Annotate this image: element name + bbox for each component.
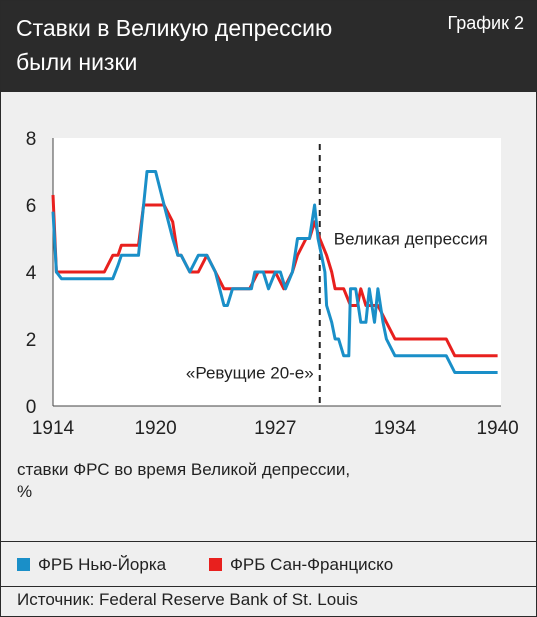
x-tick-label: 1940 bbox=[476, 418, 518, 439]
chart-number: График 2 bbox=[447, 13, 524, 33]
source-note: Источник: Federal Reserve Bank of St. Lo… bbox=[17, 590, 358, 609]
chart-title-line-1: Ставки в Великую депрессию bbox=[16, 15, 333, 41]
legend-label-sf: ФРБ Сан-Франциско bbox=[230, 555, 394, 574]
series-line-ny bbox=[51, 170, 498, 374]
x-tick-label: 1934 bbox=[374, 418, 417, 439]
x-tick-label: 1914 bbox=[32, 418, 75, 439]
y-tick-label: 8 bbox=[26, 129, 37, 150]
caption-line-2: % bbox=[17, 482, 33, 501]
y-axis-caption: ставки ФРС во время Великой депрессии, % bbox=[17, 459, 437, 503]
y-tick-label: 6 bbox=[26, 196, 37, 217]
chart-title: Ставки в Великую депрессию были низки bbox=[16, 11, 436, 79]
legend-label-ny: ФРБ Нью-Йорка bbox=[38, 555, 167, 574]
y-tick-label: 2 bbox=[26, 330, 37, 351]
legend-item-sf: ФРБ Сан-Франциско bbox=[209, 555, 393, 575]
annotation-great-depression: Великая депрессия bbox=[334, 230, 488, 249]
y-tick-label: 4 bbox=[26, 263, 37, 284]
y-tick-label: 0 bbox=[26, 397, 37, 418]
legend-swatch-ny bbox=[17, 558, 30, 571]
series-line-sf bbox=[51, 194, 498, 358]
caption-line-1: ставки ФРС во время Великой депрессии, bbox=[17, 460, 351, 479]
annotation-roaring-twenties: «Ревущие 20-е» bbox=[186, 364, 314, 383]
x-tick-label: 1927 bbox=[254, 418, 296, 439]
legend-item-ny: ФРБ Нью-Йорка bbox=[17, 555, 166, 575]
legend: ФРБ Нью-Йорка ФРБ Сан-Франциско bbox=[1, 541, 536, 587]
legend-swatch-sf bbox=[209, 558, 222, 571]
chart-title-line-2: были низки bbox=[16, 49, 138, 75]
line-chart: 0 2 4 6 8 1914 1920 1927 1934 1940 Великая депрес… bbox=[26, 129, 519, 439]
x-tick-label: 1920 bbox=[134, 418, 176, 439]
chart-header: Ставки в Великую депрессию были низки Гр… bbox=[1, 1, 536, 92]
